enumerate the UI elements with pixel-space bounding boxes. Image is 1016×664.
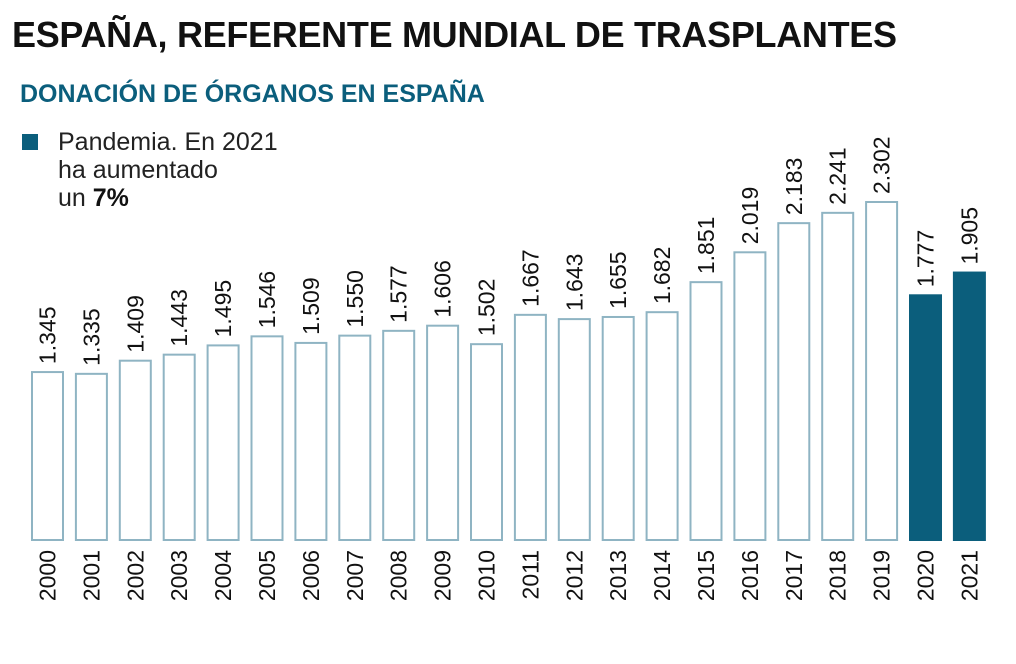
bar-2018 bbox=[821, 211, 855, 541]
bar-2004 bbox=[206, 344, 240, 541]
value-label-2020: 1.777 bbox=[913, 230, 939, 288]
value-label-2007: 1.550 bbox=[342, 270, 368, 328]
year-label-2012: 2012 bbox=[561, 550, 587, 601]
year-label-2008: 2008 bbox=[386, 550, 412, 601]
value-label-2008: 1.577 bbox=[386, 265, 412, 323]
bar-2011 bbox=[513, 313, 547, 541]
bar-2009 bbox=[426, 324, 460, 541]
bar-2015 bbox=[689, 281, 723, 541]
year-label-2018: 2018 bbox=[825, 550, 851, 601]
value-label-2003: 1.443 bbox=[166, 289, 192, 347]
year-label-2020: 2020 bbox=[913, 550, 939, 601]
value-label-2011: 1.667 bbox=[517, 249, 543, 307]
year-label-2001: 2001 bbox=[78, 550, 104, 601]
value-label-2019: 2.302 bbox=[869, 136, 895, 194]
year-label-2021: 2021 bbox=[956, 550, 982, 601]
bar-2008 bbox=[382, 329, 416, 542]
bar-2007 bbox=[338, 334, 372, 541]
value-label-2005: 1.546 bbox=[254, 271, 280, 329]
value-label-2002: 1.409 bbox=[122, 295, 148, 353]
bar-2002 bbox=[118, 359, 152, 542]
value-label-2016: 2.019 bbox=[737, 187, 763, 245]
year-label-2019: 2019 bbox=[869, 550, 895, 601]
legend-text: Pandemia. En 2021 ha aumentado un 7% bbox=[58, 128, 278, 212]
year-label-2007: 2007 bbox=[342, 550, 368, 601]
legend-line-3: un 7% bbox=[58, 184, 278, 212]
value-label-2017: 2.183 bbox=[781, 158, 807, 216]
year-label-2003: 2003 bbox=[166, 550, 192, 601]
value-label-2009: 1.606 bbox=[430, 260, 456, 318]
bar-2012 bbox=[557, 318, 591, 541]
bar-2010 bbox=[470, 343, 503, 541]
value-label-2013: 1.655 bbox=[605, 251, 631, 309]
year-label-2009: 2009 bbox=[430, 550, 456, 601]
value-label-2015: 1.851 bbox=[693, 217, 719, 275]
year-label-2013: 2013 bbox=[605, 550, 631, 601]
bar-2021 bbox=[952, 271, 986, 541]
bar-2013 bbox=[601, 315, 635, 541]
value-label-2012: 1.643 bbox=[561, 254, 587, 312]
chart-subtitle: DONACIÓN DE ÓRGANOS EN ESPAÑA bbox=[20, 80, 485, 108]
bar-2016 bbox=[733, 251, 767, 542]
legend-line-1: Pandemia. En 2021 bbox=[58, 128, 278, 156]
year-label-2006: 2006 bbox=[298, 550, 324, 601]
chart-title: ESPAÑA, REFERENTE MUNDIAL DE TRASPLANTES bbox=[12, 14, 897, 55]
legend-percentage: 7% bbox=[92, 184, 129, 212]
value-label-2021: 1.905 bbox=[956, 207, 982, 265]
value-label-2004: 1.495 bbox=[210, 280, 236, 338]
year-label-2017: 2017 bbox=[781, 550, 807, 601]
value-label-2010: 1.502 bbox=[474, 279, 500, 337]
bar-2017 bbox=[777, 222, 811, 541]
value-label-2014: 1.682 bbox=[649, 247, 675, 305]
bar-2019 bbox=[865, 201, 899, 541]
bar-2003 bbox=[162, 353, 196, 541]
value-label-2006: 1.509 bbox=[298, 277, 324, 335]
bar-2000 bbox=[31, 371, 64, 541]
value-label-2001: 1.335 bbox=[78, 308, 104, 366]
year-label-2004: 2004 bbox=[210, 550, 236, 601]
legend-swatch bbox=[22, 134, 38, 150]
bar-2001 bbox=[74, 372, 108, 541]
year-label-2011: 2011 bbox=[517, 550, 543, 599]
year-label-2000: 2000 bbox=[35, 550, 61, 601]
legend: Pandemia. En 2021 ha aumentado un 7% bbox=[22, 128, 278, 212]
legend-line-3-prefix: un bbox=[58, 184, 93, 212]
year-label-2005: 2005 bbox=[254, 550, 280, 601]
value-label-2000: 1.345 bbox=[35, 307, 61, 365]
year-label-2014: 2014 bbox=[649, 550, 675, 601]
year-label-2002: 2002 bbox=[122, 550, 148, 601]
year-label-2010: 2010 bbox=[474, 550, 500, 601]
bar-2006 bbox=[294, 341, 328, 541]
year-label-2016: 2016 bbox=[737, 550, 763, 601]
year-label-2015: 2015 bbox=[693, 550, 719, 601]
bar-2014 bbox=[645, 311, 679, 542]
legend-line-2: ha aumentado bbox=[58, 156, 218, 184]
bar-2020 bbox=[909, 294, 942, 542]
bar-2005 bbox=[250, 335, 284, 542]
value-label-2018: 2.241 bbox=[825, 147, 851, 205]
